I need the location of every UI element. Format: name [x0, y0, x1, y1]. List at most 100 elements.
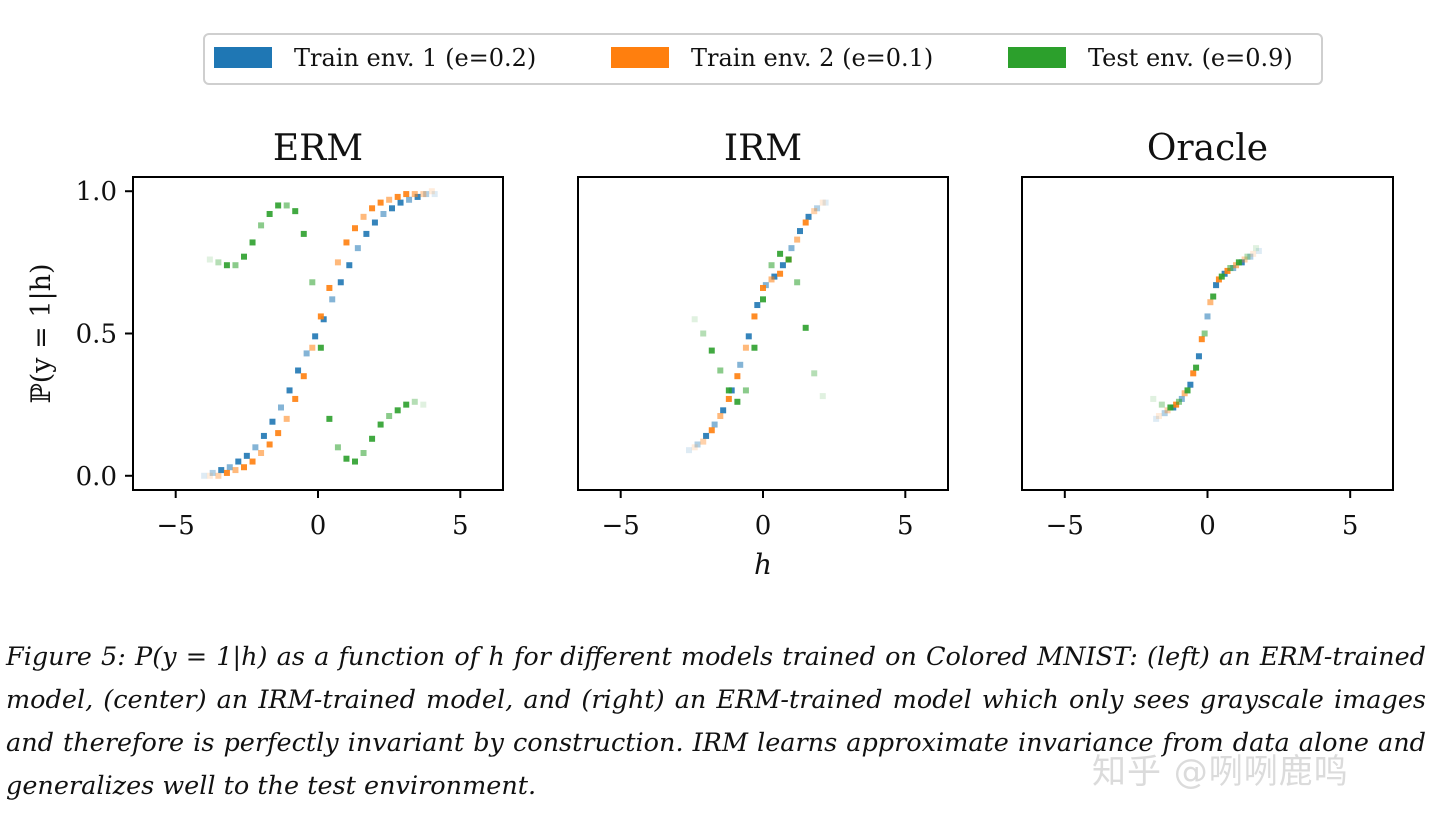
data-point — [363, 230, 370, 237]
data-point — [819, 393, 826, 400]
legend-swatch — [611, 47, 669, 68]
data-point — [275, 202, 282, 209]
data-point — [725, 395, 732, 402]
data-point — [303, 350, 310, 357]
data-point — [751, 344, 758, 351]
data-point — [802, 324, 809, 331]
data-point — [360, 450, 367, 457]
data-point — [354, 245, 361, 252]
data-point — [326, 284, 333, 291]
legend-label: Train env. 2 (e=0.1) — [691, 44, 933, 72]
plot-frame — [577, 176, 949, 491]
data-point — [428, 188, 435, 195]
data-point — [369, 435, 376, 442]
data-point — [691, 316, 698, 323]
data-point — [258, 450, 265, 457]
chart-panel: IRM −5 0 5 h — [577, 128, 949, 581]
data-point — [720, 407, 727, 414]
chart-panel: ERM −5 0 5 0.0 0.5 1.0 ℙ(y = 1|h) — [26, 128, 504, 541]
x-tick-label: −5 — [157, 511, 195, 541]
data-point — [266, 210, 273, 217]
data-point — [206, 256, 213, 263]
data-point — [751, 313, 758, 320]
data-point — [275, 430, 282, 437]
data-point — [725, 387, 732, 394]
panel-title: IRM — [724, 128, 802, 169]
data-point — [708, 427, 715, 434]
data-point — [797, 228, 803, 235]
data-point — [292, 208, 299, 215]
data-point — [788, 245, 795, 252]
data-point — [369, 205, 376, 212]
data-point — [232, 262, 239, 269]
data-point — [785, 256, 792, 263]
data-point — [258, 222, 265, 229]
data-point — [686, 447, 692, 454]
data-point — [819, 199, 826, 206]
data-point — [226, 464, 233, 471]
data-point — [1255, 247, 1262, 254]
x-tick-label: 5 — [897, 511, 914, 541]
x-tick-label: 0 — [755, 511, 772, 541]
data-point — [243, 452, 250, 459]
data-point — [717, 413, 724, 420]
data-point — [1227, 265, 1234, 272]
data-point — [411, 191, 418, 198]
y-tick-label: 0.5 — [76, 320, 117, 350]
data-point — [235, 458, 242, 465]
data-point — [252, 444, 259, 451]
y-tick-label: 1.0 — [76, 177, 117, 207]
data-point — [223, 469, 230, 476]
data-point — [241, 253, 247, 260]
data-point — [386, 196, 393, 203]
data-point — [312, 333, 319, 340]
data-point — [1167, 404, 1174, 411]
data-point — [1153, 415, 1160, 422]
data-point — [717, 367, 724, 374]
legend-label: Test env. (e=0.9) — [1088, 44, 1293, 72]
data-point — [1241, 256, 1248, 263]
figure: Train env. 1 (e=0.2) Train env. 2 (e=0.1)… — [26, 33, 1394, 581]
data-point — [352, 225, 358, 232]
data-point — [377, 421, 384, 428]
legend-swatch — [214, 47, 272, 68]
data-point — [266, 441, 273, 448]
data-point — [403, 191, 410, 198]
data-point — [811, 370, 818, 377]
data-point — [734, 373, 741, 380]
data-point — [1187, 381, 1194, 388]
x-tick-label: −5 — [602, 511, 640, 541]
y-axis-label: ℙ(y = 1|h) — [26, 263, 57, 403]
data-point — [1198, 336, 1205, 343]
data-point — [1193, 364, 1200, 371]
data-point — [691, 444, 698, 451]
data-point — [260, 432, 267, 439]
data-point — [394, 193, 401, 200]
data-point — [1235, 259, 1242, 266]
data-point — [431, 191, 438, 198]
data-point — [420, 191, 427, 198]
data-point — [1190, 370, 1197, 377]
data-point — [734, 398, 741, 405]
data-point — [814, 205, 821, 212]
data-point — [777, 270, 784, 277]
data-point — [317, 344, 324, 351]
legend-swatch — [1008, 47, 1066, 68]
data-point — [777, 250, 784, 257]
data-point — [1161, 410, 1168, 417]
data-point — [309, 279, 316, 286]
data-point — [329, 296, 336, 303]
x-axis-label: h — [754, 548, 772, 581]
data-point — [403, 401, 410, 408]
data-point — [352, 458, 358, 465]
data-point — [811, 208, 818, 215]
chart-panel: Oracle −5 0 5 — [1021, 128, 1394, 541]
data-point — [218, 467, 225, 474]
legend-item: Train env. 2 (e=0.1) — [611, 44, 933, 72]
data-point — [1158, 401, 1165, 408]
data-point — [742, 387, 749, 394]
data-point — [343, 239, 350, 246]
data-point — [371, 219, 378, 226]
data-point — [201, 472, 208, 479]
data-point — [215, 259, 222, 266]
